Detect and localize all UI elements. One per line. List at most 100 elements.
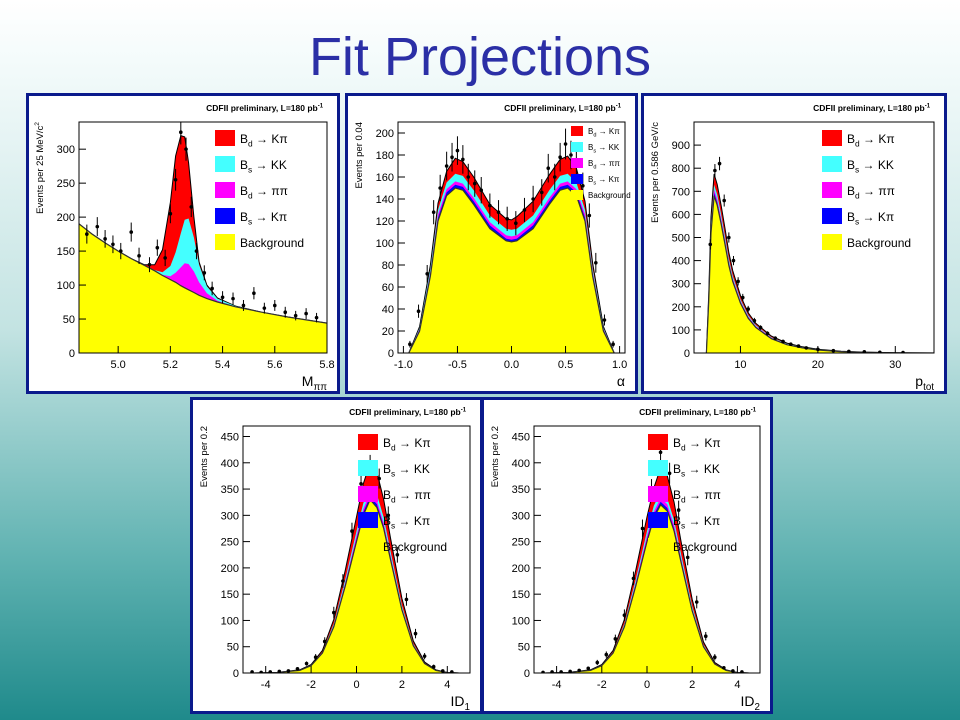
background-curve	[705, 195, 934, 353]
legend: Bd → Kπ Bs → KK Bd → ππ Bs → Kπ Background	[571, 126, 631, 200]
y-tick-label: 200	[57, 212, 75, 224]
y-tick-label: 100	[221, 615, 239, 627]
x-tick-label: 0	[353, 679, 359, 691]
data-point	[722, 665, 726, 670]
data-point	[862, 350, 867, 353]
y-tick-label: 160	[376, 172, 394, 184]
legend-swatch-bd-kpi	[571, 126, 583, 136]
data-point	[95, 217, 100, 237]
background-curve	[408, 187, 615, 353]
data-point	[708, 239, 713, 250]
data-point	[694, 595, 699, 609]
y-tick-label: 140	[376, 194, 394, 206]
y-tick-label: 0	[69, 348, 75, 360]
data-point	[703, 632, 708, 641]
y-tick-label: 100	[376, 238, 394, 250]
data-point	[611, 340, 615, 348]
plot-frame	[78, 121, 328, 354]
y-tick-label: 50	[518, 642, 530, 654]
y-tick-label: 50	[63, 314, 75, 326]
data-point	[568, 669, 572, 673]
y-tick-label: 0	[233, 668, 239, 680]
y-tick-label: 20	[382, 326, 394, 338]
y-tick-label: 250	[221, 537, 239, 549]
y-tick-label: 700	[672, 186, 690, 198]
data-point	[667, 462, 672, 484]
data-point	[103, 230, 107, 248]
data-point	[179, 122, 183, 145]
legend-swatch-background	[571, 190, 583, 200]
data-point	[404, 593, 409, 606]
legend-swatch-background	[358, 538, 378, 554]
x-tick-label: -2	[597, 679, 607, 691]
slide-title: Fit Projections	[308, 27, 652, 87]
x-axis-label: ID2	[741, 693, 760, 711]
y-tick-label: 400	[512, 458, 530, 470]
data-point	[416, 304, 421, 318]
data-point	[622, 609, 627, 621]
y-tick-label: 200	[376, 128, 394, 140]
data-point	[455, 136, 460, 165]
data-point	[293, 310, 298, 321]
legend-swatch-bd-pipi	[358, 486, 378, 502]
legend-swatch-bs-kpi	[648, 512, 668, 528]
x-tick-label: 2	[399, 679, 405, 691]
y-tick-label: 120	[376, 216, 394, 228]
data-point	[262, 302, 267, 314]
data-point	[496, 200, 501, 225]
y-tick-label: 40	[382, 304, 394, 316]
x-tick-label: 30	[889, 359, 901, 371]
data-point	[676, 500, 681, 520]
data-point	[277, 669, 282, 673]
legend-label-bs-kk: Bs → KK	[240, 158, 287, 175]
chart-panel-id2: CDFII preliminary, L=180 pb-1 0 50 100 150 20…	[481, 397, 773, 714]
x-tick-label: 2	[689, 679, 695, 691]
data-point	[604, 651, 609, 658]
legend-label-bs-kpi: Bs → Kπ	[847, 210, 894, 227]
legend-label-bs-kpi: Bs → Kπ	[588, 175, 620, 186]
legend-swatch-background	[215, 234, 235, 250]
data-point	[804, 346, 809, 350]
data-point	[431, 664, 436, 669]
legend-swatch-bs-kk	[822, 156, 842, 172]
background-curve	[79, 223, 327, 324]
x-tick-label: -2	[306, 679, 316, 691]
data-point	[386, 506, 391, 525]
data-point	[283, 306, 288, 318]
legend-swatch-bd-kpi	[822, 130, 842, 146]
legend-swatch-bd-pipi	[215, 182, 235, 198]
data-point	[563, 128, 568, 160]
data-point	[613, 634, 618, 644]
data-point	[450, 142, 454, 172]
data-point	[184, 137, 188, 161]
x-axis-label: Mππ	[302, 373, 327, 391]
legend-label-bd-kpi: Bd → Kπ	[240, 132, 288, 149]
legend-label-background: Background	[673, 540, 737, 554]
data-point	[558, 142, 562, 172]
data-point	[781, 339, 785, 344]
legend-label-background: Background	[588, 191, 631, 200]
data-point	[594, 252, 598, 273]
x-tick-label: 4	[444, 679, 450, 691]
x-tick-label: 0.5	[558, 359, 573, 371]
data-point	[773, 336, 778, 341]
data-point	[194, 242, 199, 260]
data-point	[488, 193, 492, 218]
data-point	[522, 197, 527, 223]
area-background	[408, 188, 615, 353]
x-tick-label: 5.8	[319, 359, 334, 371]
legend-label-bd-kpi: Bd → Kπ	[383, 436, 431, 453]
legend: Bd → Kπ Bs → KK Bd → ππ Bs → Kπ Background	[648, 434, 737, 554]
legend: Bd → Kπ Bs → KK Bd → ππ Bs → Kπ Background	[215, 130, 304, 250]
y-axis-label: Events per 25 MeV/c2	[34, 122, 46, 214]
legend-label-bs-kk: Bs → KK	[847, 158, 894, 175]
data-point	[272, 300, 277, 311]
x-tick-label: -0.5	[448, 359, 467, 371]
data-point	[878, 350, 882, 353]
legend-swatch-bs-kk	[215, 156, 235, 172]
legend-label-bs-kk: Bs → KK	[588, 143, 620, 154]
y-tick-label: 100	[672, 325, 690, 337]
legend-label-bd-kpi: Bd → Kπ	[673, 436, 721, 453]
data-point	[479, 177, 484, 204]
background-curve	[545, 503, 749, 673]
